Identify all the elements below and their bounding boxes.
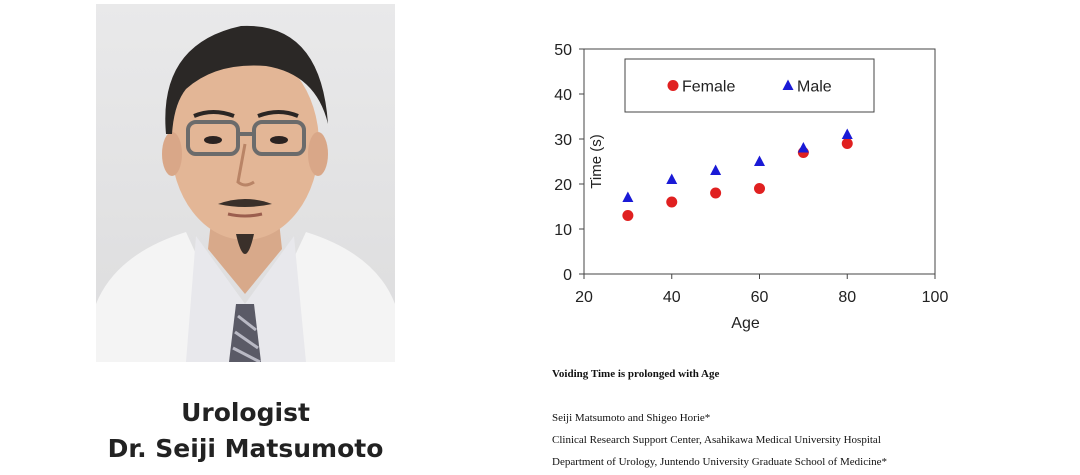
data-point-male (666, 173, 678, 184)
portrait-caption-name: Dr. Seiji Matsumoto (107, 434, 384, 463)
legend-marker-female (667, 80, 679, 91)
glasses-left (186, 120, 240, 156)
goatee (236, 234, 254, 254)
portrait-photo (96, 4, 395, 362)
legend-label-female: Female (682, 79, 735, 96)
x-tick-label: 80 (838, 289, 856, 306)
chart-svg: 0 10 20 30 40 50 20 40 60 80 100 Age Time (s) Female… (554, 42, 949, 332)
x-tick-label: 40 (663, 289, 681, 306)
y-axis-label: Time (s) (588, 134, 605, 188)
y-tick-label: 0 (563, 267, 572, 284)
paper-affiliation-1: Clinical Research Support Center, Asahik… (552, 434, 881, 446)
y-tick-label: 10 (554, 222, 572, 239)
data-point-female (754, 183, 765, 194)
data-point-male (797, 142, 809, 153)
scatter-chart: 0 10 20 30 40 50 20 40 60 80 100 Age Time (s) Female… (540, 36, 970, 346)
x-tick-label: 60 (751, 289, 769, 306)
legend-marker-male (782, 79, 794, 90)
data-point-female (622, 210, 634, 221)
portrait-illustration (96, 25, 395, 362)
x-tick-label: 100 (922, 289, 949, 306)
glasses-right (252, 120, 306, 156)
y-tick-label: 50 (554, 42, 572, 59)
data-point-female (710, 187, 722, 199)
mustache (218, 199, 272, 207)
mouth (227, 212, 263, 218)
hair (165, 25, 328, 134)
x-axis-label: Age (731, 315, 760, 332)
paper-title: Voiding Time is prolonged with Age (552, 368, 720, 380)
y-tick-label: 30 (554, 132, 572, 149)
tie (229, 304, 261, 362)
legend-label-male: Male (797, 79, 832, 96)
eye-left (204, 136, 222, 144)
paper-authors: Seiji Matsumoto and Shigeo Horie* (552, 412, 711, 424)
data-point-male (622, 191, 634, 202)
shirt (186, 236, 306, 362)
legend-box (624, 58, 875, 113)
y-tick-label: 20 (554, 177, 572, 194)
data-point-male (710, 164, 722, 175)
x-tick-label: 20 (575, 289, 593, 306)
brow-left (193, 110, 235, 118)
paper-affiliation-2: Department of Urology, Juntendo Universi… (552, 456, 888, 468)
eye-right (270, 136, 288, 144)
data-point-male (841, 128, 853, 139)
ear-left (162, 132, 182, 176)
tie-stripes (232, 314, 261, 362)
data-point-female (841, 138, 853, 149)
nose (236, 143, 255, 187)
data-point-female (666, 196, 678, 208)
data-point-male (754, 155, 765, 166)
portrait-caption-title: Urologist (181, 398, 310, 427)
y-tick-label: 40 (554, 87, 572, 104)
brow-right (257, 110, 299, 118)
ear-right (308, 132, 328, 176)
